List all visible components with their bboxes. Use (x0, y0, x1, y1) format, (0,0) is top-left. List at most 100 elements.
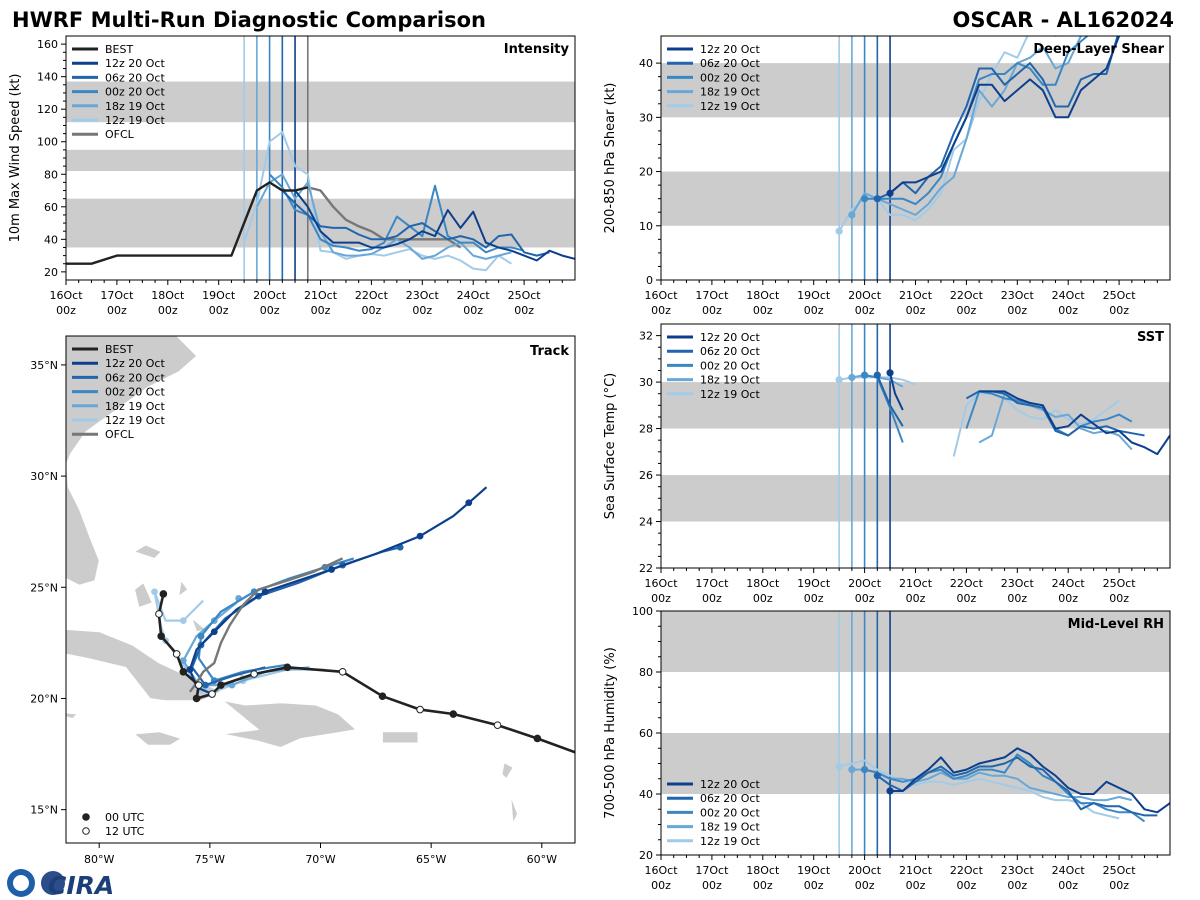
y-tick-label: 60 (44, 201, 58, 214)
x-tick-label: 00z (957, 879, 977, 892)
x-tick-label: 19Oct (797, 864, 831, 877)
y-tick-label: 0 (646, 274, 653, 287)
x-tick-label: 19Oct (202, 289, 236, 302)
series-line (864, 753, 1146, 823)
y-tick-label: 100 (632, 605, 653, 618)
track-point (465, 499, 473, 507)
x-tick-label: 00z (651, 592, 671, 605)
legend-label: 12z 20 Oct (700, 331, 760, 344)
x-tick-label: 17Oct (100, 289, 134, 302)
legend-label: BEST (105, 343, 133, 356)
y-tick-label: 28 (639, 423, 653, 436)
x-tick-label: 24Oct (1052, 289, 1086, 302)
x-tick-label: 00z (1058, 879, 1078, 892)
legend-label: 12z 20 Oct (700, 778, 760, 791)
x-tick-label: 16Oct (644, 289, 678, 302)
x-tick-label: 20Oct (253, 289, 287, 302)
x-tick-label: 17Oct (695, 289, 729, 302)
lon-tick-label: 75°W (195, 853, 225, 866)
x-tick-label: 00z (957, 304, 977, 317)
shade-band (661, 733, 1170, 794)
x-tick-label: 16Oct (49, 289, 83, 302)
init-marker (848, 211, 856, 219)
shade-band (661, 63, 1170, 118)
shade-band (661, 171, 1170, 226)
x-tick-label: 00z (753, 879, 773, 892)
best-point-12utc (338, 667, 347, 676)
land-mass (178, 579, 189, 598)
legend-label: 00z 20 Oct (105, 386, 165, 399)
legend-label: 18z 19 Oct (105, 100, 165, 113)
panel-rh: 20 40 60 80 100 16Oct 00z 17Oct 00z 18Oct 00z 19Oct… (603, 605, 1171, 892)
lat-tick-label: 35°N (30, 359, 58, 372)
series-line (66, 181, 309, 265)
track-point (202, 681, 209, 689)
x-tick-label: 20Oct (848, 289, 882, 302)
x-tick-label: 00z (906, 879, 926, 892)
shade-band (66, 81, 575, 123)
x-tick-label: 00z (1109, 304, 1129, 317)
track-point (228, 681, 236, 689)
y-tick-label: 80 (44, 168, 58, 181)
x-tick-label: 00z (311, 304, 331, 317)
track-line (188, 557, 344, 693)
legend-label: 12z 20 Oct (700, 43, 760, 56)
track-point (179, 657, 187, 665)
x-tick-label: 00z (1109, 592, 1129, 605)
legend-label: 18z 19 Oct (700, 374, 760, 387)
legend-label: 00z 20 Oct (700, 359, 760, 372)
lat-tick-label: 20°N (30, 692, 58, 705)
x-tick-label: 25Oct (508, 289, 542, 302)
series-line (294, 189, 575, 262)
panel-title: Deep-Layer Shear (1033, 42, 1164, 57)
x-tick-label: 20Oct (848, 577, 882, 590)
x-tick-label: 18Oct (746, 577, 780, 590)
init-marker (848, 766, 856, 774)
legend-label: 18z 19 Oct (700, 821, 760, 834)
best-point-12utc (416, 705, 424, 714)
x-tick-label: 23Oct (1001, 864, 1035, 877)
init-marker (873, 195, 881, 203)
x-tick-label: 23Oct (1001, 289, 1035, 302)
x-tick-label: 00z (158, 304, 178, 317)
land-mass (66, 336, 198, 466)
x-tick-label: 00z (702, 592, 722, 605)
x-tick-label: 00z (260, 304, 280, 317)
track-point (416, 532, 424, 540)
init-marker (873, 371, 881, 379)
y-tick-label: 40 (639, 57, 653, 70)
legend-label: 12z 20 Oct (105, 357, 165, 370)
x-tick-label: 00z (514, 304, 534, 317)
x-tick-label: 00z (753, 592, 773, 605)
panel-title: Mid-Level RH (1068, 617, 1164, 632)
land-mass (191, 617, 207, 633)
marker-legend-symbol (82, 813, 90, 821)
y-tick-label: 140 (37, 71, 58, 84)
shade-band (661, 611, 1170, 672)
legend-label: 12z 19 Oct (700, 388, 760, 401)
x-tick-label: 00z (651, 304, 671, 317)
lon-tick-label: 80°W (84, 853, 114, 866)
legend-label: 06z 20 Oct (700, 57, 760, 70)
y-axis-label: 700-500 hPa Humidity (%) (603, 647, 618, 819)
lat-tick-label: 25°N (30, 581, 58, 594)
lon-tick-label: 60°W (527, 853, 557, 866)
track-point (179, 617, 187, 625)
y-axis-label: Sea Surface Temp (°C) (603, 373, 618, 520)
x-tick-label: 00z (753, 304, 773, 317)
x-tick-label: 23Oct (406, 289, 440, 302)
x-tick-label: 00z (1058, 592, 1078, 605)
y-tick-label: 20 (44, 266, 58, 279)
map-area (66, 336, 575, 825)
plot-area (661, 611, 1170, 855)
x-tick-label: 00z (651, 879, 671, 892)
x-tick-label: 00z (702, 304, 722, 317)
legend-label: 06z 20 Oct (700, 345, 760, 358)
x-tick-label: 00z (107, 304, 127, 317)
x-tick-label: 00z (855, 592, 875, 605)
legend-label: OFCL (105, 428, 135, 441)
figure-title: HWRF Multi-Run Diagnostic Comparison (12, 8, 486, 32)
y-tick-label: 20 (639, 166, 653, 179)
series-line (864, 36, 1089, 206)
